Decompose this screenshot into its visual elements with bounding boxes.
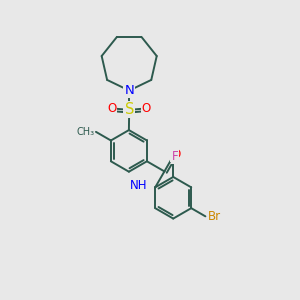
Text: O: O <box>142 102 151 115</box>
Text: CH₃: CH₃ <box>76 127 94 137</box>
Text: O: O <box>107 102 117 115</box>
Text: S: S <box>124 102 134 117</box>
Text: N: N <box>124 84 134 97</box>
Text: O: O <box>171 148 180 161</box>
Text: F: F <box>171 150 178 163</box>
Text: Br: Br <box>208 210 221 224</box>
Text: NH: NH <box>130 179 148 192</box>
